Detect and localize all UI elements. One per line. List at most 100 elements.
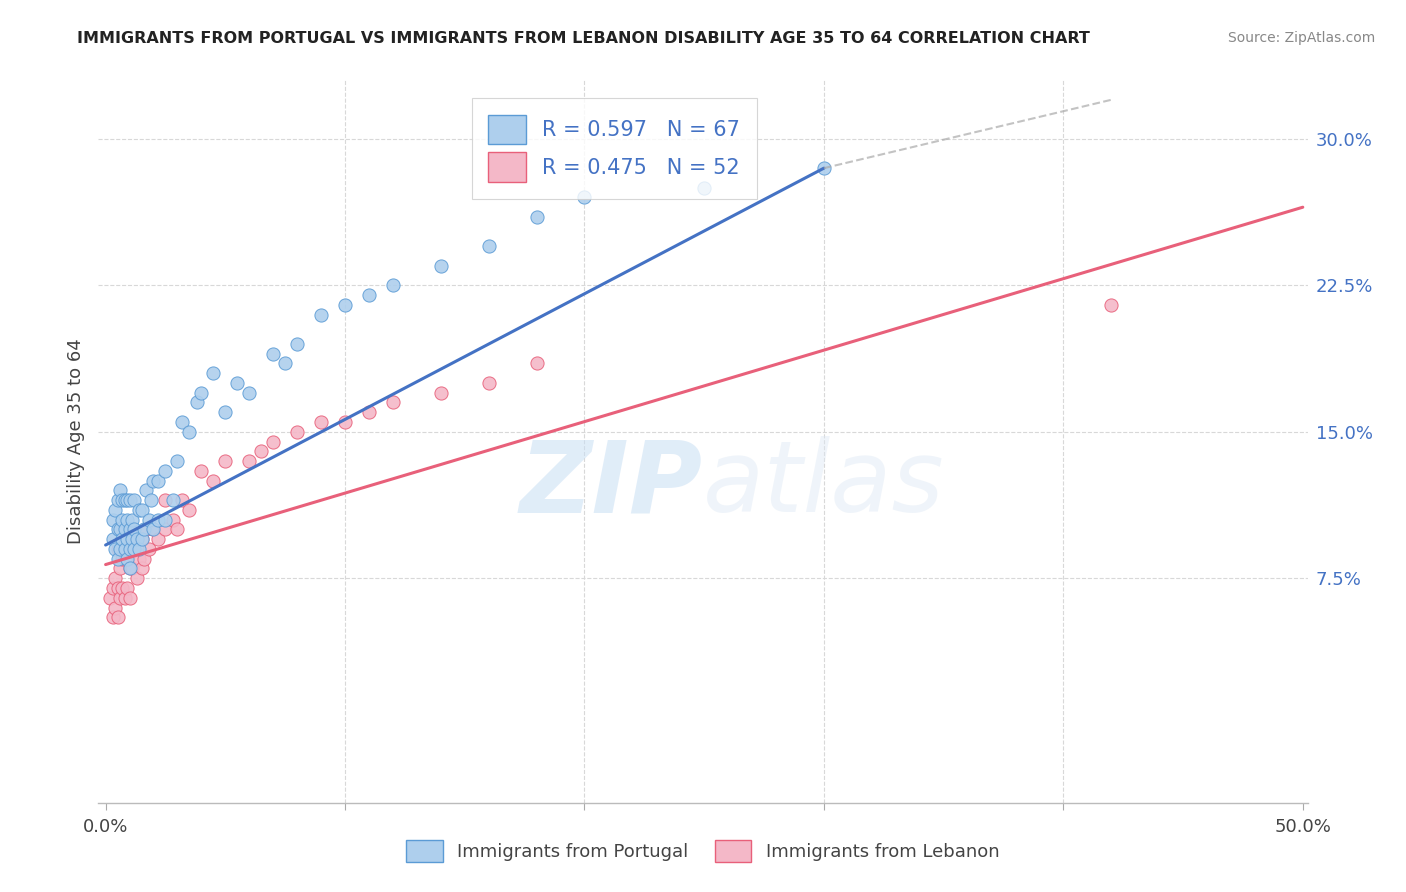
Point	[172, 493, 194, 508]
Point	[104, 571, 127, 585]
Point	[104, 541, 127, 556]
Point	[125, 571, 148, 585]
Point	[190, 464, 212, 478]
Point	[107, 551, 129, 566]
Point	[115, 493, 138, 508]
Point	[214, 405, 236, 419]
Point	[108, 591, 131, 605]
Point	[118, 532, 141, 546]
Point	[101, 610, 124, 624]
Point	[148, 474, 170, 488]
Point	[478, 376, 501, 390]
Point	[1099, 298, 1122, 312]
Point	[155, 523, 177, 537]
Point	[132, 523, 155, 537]
Point	[118, 591, 141, 605]
Point	[124, 541, 146, 556]
Point	[250, 444, 273, 458]
Point	[285, 337, 308, 351]
Point	[118, 541, 141, 556]
Point	[128, 541, 150, 556]
Point	[101, 581, 124, 595]
Point	[115, 532, 138, 546]
Point	[118, 561, 141, 575]
Point	[124, 541, 146, 556]
Point	[138, 513, 160, 527]
Point	[179, 425, 201, 439]
Point	[104, 503, 127, 517]
Point	[108, 483, 131, 498]
Point	[148, 532, 170, 546]
Point	[111, 523, 134, 537]
Point	[262, 346, 284, 360]
Point	[430, 259, 453, 273]
Legend: R = 0.597   N = 67, R = 0.475   N = 52: R = 0.597 N = 67, R = 0.475 N = 52	[471, 98, 756, 199]
Point	[111, 493, 134, 508]
Point	[118, 523, 141, 537]
Point	[574, 190, 596, 204]
Point	[166, 454, 188, 468]
Point	[162, 513, 184, 527]
Point	[118, 493, 141, 508]
Point	[135, 483, 157, 498]
Point	[190, 385, 212, 400]
Point	[162, 493, 184, 508]
Point	[226, 376, 249, 390]
Point	[155, 464, 177, 478]
Point	[526, 210, 548, 224]
Point	[166, 523, 188, 537]
Point	[111, 551, 134, 566]
Point	[172, 415, 194, 429]
Point	[142, 523, 165, 537]
Point	[114, 541, 136, 556]
Point	[262, 434, 284, 449]
Point	[309, 308, 332, 322]
Y-axis label: Disability Age 35 to 64: Disability Age 35 to 64	[66, 339, 84, 544]
Point	[131, 532, 153, 546]
Point	[186, 395, 208, 409]
Point	[114, 493, 136, 508]
Point	[114, 523, 136, 537]
Point	[114, 551, 136, 566]
Point	[107, 581, 129, 595]
Point	[155, 493, 177, 508]
Point	[478, 239, 501, 253]
Point	[107, 493, 129, 508]
Legend: Immigrants from Portugal, Immigrants from Lebanon: Immigrants from Portugal, Immigrants fro…	[399, 833, 1007, 870]
Point	[238, 454, 260, 468]
Point	[333, 415, 356, 429]
Point	[333, 298, 356, 312]
Point	[125, 532, 148, 546]
Point	[148, 513, 170, 527]
Text: IMMIGRANTS FROM PORTUGAL VS IMMIGRANTS FROM LEBANON DISABILITY AGE 35 TO 64 CORR: IMMIGRANTS FROM PORTUGAL VS IMMIGRANTS F…	[77, 31, 1090, 46]
Point	[114, 591, 136, 605]
Text: Source: ZipAtlas.com: Source: ZipAtlas.com	[1227, 31, 1375, 45]
Point	[309, 415, 332, 429]
Point	[121, 532, 143, 546]
Text: atlas: atlas	[703, 436, 945, 533]
Point	[813, 161, 835, 176]
Point	[214, 454, 236, 468]
Point	[430, 385, 453, 400]
Point	[131, 503, 153, 517]
Point	[121, 561, 143, 575]
Point	[108, 541, 131, 556]
Point	[179, 503, 201, 517]
Point	[101, 513, 124, 527]
Point	[124, 523, 146, 537]
Text: ZIP: ZIP	[520, 436, 703, 533]
Point	[139, 493, 162, 508]
Point	[118, 561, 141, 575]
Point	[115, 551, 138, 566]
Point	[381, 278, 404, 293]
Point	[285, 425, 308, 439]
Point	[115, 581, 138, 595]
Point	[111, 581, 134, 595]
Point	[135, 523, 157, 537]
Point	[115, 513, 138, 527]
Point	[104, 600, 127, 615]
Point	[202, 474, 225, 488]
Point	[202, 366, 225, 380]
Point	[381, 395, 404, 409]
Point	[107, 610, 129, 624]
